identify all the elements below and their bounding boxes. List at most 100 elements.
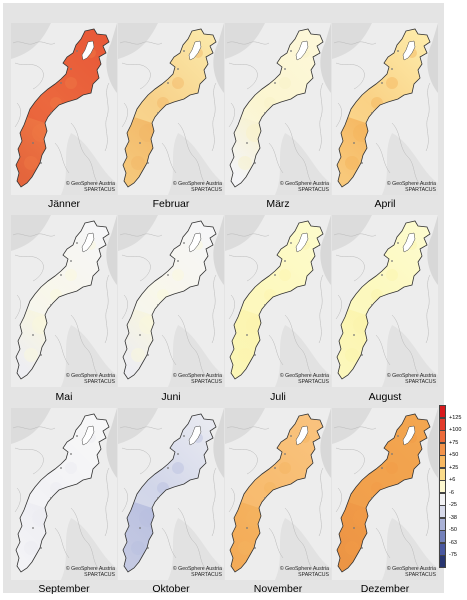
region-outline <box>229 413 324 573</box>
lake <box>402 232 416 253</box>
lake <box>81 40 95 61</box>
lake <box>295 232 309 253</box>
station-dot <box>274 467 276 469</box>
map-panel: © GeoSphere Austria SPARTACUS <box>225 215 331 387</box>
station-dot <box>284 260 286 262</box>
credit-source: SPARTACUS <box>84 572 115 578</box>
region-outline <box>122 28 217 188</box>
region-outline <box>229 28 324 188</box>
station-dot <box>147 547 149 549</box>
month-label: Dezember <box>360 583 410 595</box>
map-panel: © GeoSphere Austria SPARTACUS <box>332 215 438 387</box>
station-dot <box>361 162 363 164</box>
map-panel: © GeoSphere Austria SPARTACUS <box>225 23 331 195</box>
station-dot <box>353 334 355 336</box>
map-svg <box>118 408 224 580</box>
lake <box>295 425 309 446</box>
legend-label: +100 <box>449 427 462 433</box>
station-dot <box>177 260 179 262</box>
station-dot <box>284 453 286 455</box>
region-outline <box>122 220 217 380</box>
month-label: Oktober <box>152 583 190 595</box>
credit-org: © GeoSphere Austria <box>172 566 222 572</box>
credit-source: SPARTACUS <box>84 187 115 193</box>
station-dot <box>290 242 292 244</box>
map-credit: © GeoSphere Austria SPARTACUS <box>66 373 115 385</box>
station-dot <box>391 68 393 70</box>
credit-org: © GeoSphere Austria <box>279 373 329 379</box>
lake <box>402 425 416 446</box>
map-credit: © GeoSphere Austria SPARTACUS <box>173 566 222 578</box>
station-dot <box>264 304 266 306</box>
station-dot <box>371 497 373 499</box>
credit-source: SPARTACUS <box>191 572 222 578</box>
legend-label: -6 <box>449 489 454 496</box>
map-svg <box>118 23 224 195</box>
station-dot <box>361 547 363 549</box>
month-label: Jänner <box>47 198 81 210</box>
legend-swatch <box>439 417 446 431</box>
legend-label: +75 <box>449 439 459 446</box>
legend-label: +6 <box>449 477 456 483</box>
station-dot <box>397 50 399 52</box>
station-dot <box>70 260 72 262</box>
legend-label: +25 <box>449 464 459 471</box>
map-svg <box>225 408 331 580</box>
map-svg <box>118 215 224 387</box>
credit-source: SPARTACUS <box>191 187 222 193</box>
credit-source: SPARTACUS <box>298 379 329 385</box>
station-dot <box>353 527 355 529</box>
lake <box>188 40 202 61</box>
station-dot <box>381 82 383 84</box>
legend-swatch <box>439 430 446 443</box>
map-credit: © GeoSphere Austria SPARTACUS <box>280 373 329 385</box>
region-outline <box>15 220 110 380</box>
credit-source: SPARTACUS <box>84 379 115 385</box>
map-panel: © GeoSphere Austria SPARTACUS <box>118 215 224 387</box>
map-svg <box>225 215 331 387</box>
map-panel: © GeoSphere Austria SPARTACUS <box>11 215 117 387</box>
legend-swatch <box>439 442 446 456</box>
month-label: Juni <box>161 391 181 403</box>
station-dot <box>60 467 62 469</box>
station-dot <box>371 112 373 114</box>
map-svg <box>11 408 117 580</box>
credit-source: SPARTACUS <box>405 379 436 385</box>
station-dot <box>139 142 141 144</box>
credit-source: SPARTACUS <box>405 572 436 578</box>
station-dot <box>167 274 169 276</box>
station-dot <box>70 453 72 455</box>
month-label: Juli <box>270 391 286 403</box>
station-dot <box>50 304 52 306</box>
station-dot <box>32 142 34 144</box>
map-credit: © GeoSphere Austria SPARTACUS <box>280 566 329 578</box>
map-credit: © GeoSphere Austria SPARTACUS <box>280 181 329 193</box>
map-credit: © GeoSphere Austria SPARTACUS <box>387 566 436 578</box>
station-dot <box>139 334 141 336</box>
map-credit: © GeoSphere Austria SPARTACUS <box>387 373 436 385</box>
station-dot <box>397 242 399 244</box>
station-dot <box>183 242 185 244</box>
map-panel: © GeoSphere Austria SPARTACUS <box>11 408 117 580</box>
month-label: November <box>253 583 303 595</box>
station-dot <box>50 497 52 499</box>
map-svg <box>11 215 117 387</box>
lake <box>81 425 95 446</box>
lake <box>188 232 202 253</box>
station-dot <box>76 50 78 52</box>
station-dot <box>246 527 248 529</box>
map-panel: © GeoSphere Austria SPARTACUS <box>332 408 438 580</box>
map-panel: © GeoSphere Austria SPARTACUS <box>332 23 438 195</box>
region-outline <box>336 220 431 380</box>
station-dot <box>70 68 72 70</box>
map-credit: © GeoSphere Austria SPARTACUS <box>66 566 115 578</box>
region-outline <box>229 220 324 380</box>
station-dot <box>40 354 42 356</box>
station-dot <box>40 547 42 549</box>
legend-label: -75 <box>449 552 457 558</box>
legend-label: -38 <box>449 514 457 521</box>
credit-source: SPARTACUS <box>191 379 222 385</box>
station-dot <box>353 142 355 144</box>
station-dot <box>264 112 266 114</box>
legend-label: -63 <box>449 539 457 546</box>
